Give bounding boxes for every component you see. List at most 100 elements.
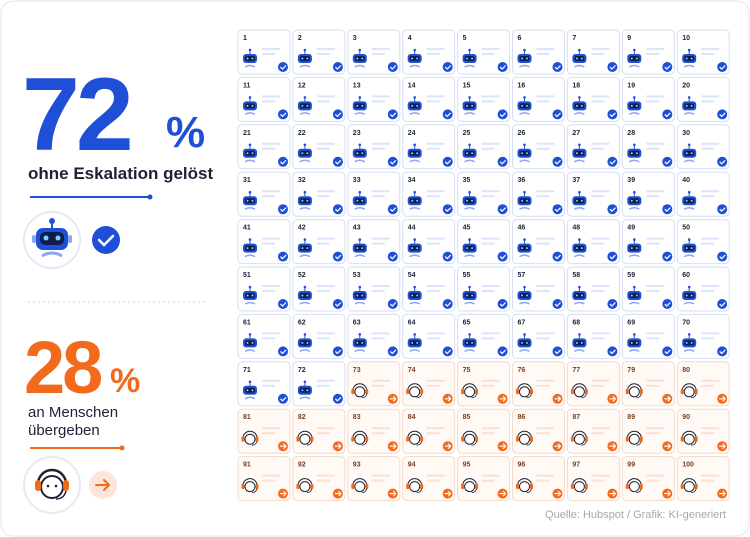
ticket-card: 54 <box>402 266 456 312</box>
robot-eye <box>575 152 578 155</box>
robot-face <box>354 150 365 156</box>
ticket-card: 40 <box>676 171 730 217</box>
robot-body <box>574 254 585 258</box>
check-icon <box>278 109 288 120</box>
robot-face <box>245 198 255 204</box>
agent-headset <box>571 478 587 486</box>
check-mark <box>444 302 452 307</box>
robot-body <box>628 64 640 68</box>
card-number: 20 <box>682 82 690 89</box>
robot-face <box>629 293 640 298</box>
agent-headset <box>407 478 423 486</box>
robot-eye <box>630 341 633 344</box>
ticket-card: 60 <box>676 266 730 312</box>
robot-face <box>574 103 585 109</box>
arrow-mark <box>389 443 397 450</box>
robot-antenna-tip <box>687 143 691 147</box>
robot-eye <box>361 247 364 250</box>
ticket-card: 35 <box>457 171 511 217</box>
arrow-mark <box>499 443 507 450</box>
robot-body <box>244 206 256 210</box>
agent-head <box>628 481 640 493</box>
agent-earcup <box>639 436 643 442</box>
robot-eye <box>575 294 578 297</box>
robot-face <box>574 293 585 298</box>
check-icon <box>332 62 343 72</box>
robot-eye <box>635 199 638 202</box>
check-mark <box>609 254 616 260</box>
agent-headset <box>352 478 368 486</box>
source: Quelle: Hubspot / Grafik: KI-generiert <box>545 509 726 521</box>
arrow-badge <box>89 471 117 499</box>
robot-face <box>464 150 475 156</box>
card-number: 99 <box>627 462 635 469</box>
robot-body <box>628 159 640 163</box>
card-number: 70 <box>682 319 690 326</box>
check-icon <box>662 156 673 167</box>
robot-antenna-tip <box>303 333 307 336</box>
card-number: 11 <box>243 82 251 89</box>
card-number: 46 <box>518 225 526 232</box>
check-badge <box>92 226 120 254</box>
check-mark <box>719 349 726 355</box>
check-icon <box>662 346 673 357</box>
check-icon <box>717 346 728 357</box>
robot-antenna-tip <box>687 190 691 194</box>
check-mark <box>389 159 397 165</box>
robot-face <box>245 245 255 251</box>
robot-eye <box>246 199 249 202</box>
robot-body <box>409 301 421 305</box>
robot-face <box>629 340 640 346</box>
check-icon <box>662 109 673 120</box>
card-number: 50 <box>682 225 690 232</box>
check-icon <box>497 109 508 120</box>
card-number: 7 <box>572 35 576 42</box>
ticket-card: 9 <box>621 29 675 75</box>
ticket-card: 86 <box>512 408 565 454</box>
card-number: 26 <box>518 130 526 137</box>
robot-body <box>464 159 475 163</box>
robot-antenna-tip <box>248 380 252 384</box>
check-mark <box>334 112 342 118</box>
agent-mic <box>306 488 313 493</box>
check-icon <box>278 204 288 215</box>
robot-face <box>629 150 640 156</box>
check-icon <box>442 299 453 309</box>
check-icon <box>387 299 398 309</box>
robot-eye <box>416 294 419 297</box>
robot-eye <box>690 294 693 297</box>
ticket-card: 43 <box>347 219 401 265</box>
check-icon <box>332 299 343 309</box>
card-number: 39 <box>627 177 635 184</box>
agent-mic <box>636 441 642 446</box>
robot-eye <box>575 104 578 107</box>
check-icon <box>552 251 563 262</box>
check-icon <box>442 109 453 120</box>
agent-earcup <box>310 436 314 442</box>
check-mark <box>280 112 287 118</box>
robot-eye <box>471 294 474 297</box>
card-number: 24 <box>408 130 416 137</box>
robot-eye <box>301 57 304 60</box>
check-mark <box>444 207 452 213</box>
agent-mic <box>361 488 368 493</box>
robot-face <box>684 150 695 156</box>
robot-eye <box>526 247 528 250</box>
robot-body <box>299 64 311 68</box>
card-number: 68 <box>572 319 580 326</box>
robot-eye <box>356 294 359 297</box>
robot-face <box>464 103 475 109</box>
agent-earcup <box>255 436 259 442</box>
robot-eye <box>301 341 304 344</box>
card-number: 84 <box>408 414 416 421</box>
card-number: 44 <box>408 225 416 232</box>
card-number: 76 <box>518 367 526 374</box>
check-icon <box>278 156 288 167</box>
robot-eye <box>251 199 254 202</box>
robot-eye <box>526 57 528 60</box>
robot-eye <box>356 341 359 344</box>
agent-head <box>683 481 695 493</box>
check-mark <box>389 112 397 118</box>
agent-mic <box>526 488 532 493</box>
robot-eye <box>526 294 528 297</box>
